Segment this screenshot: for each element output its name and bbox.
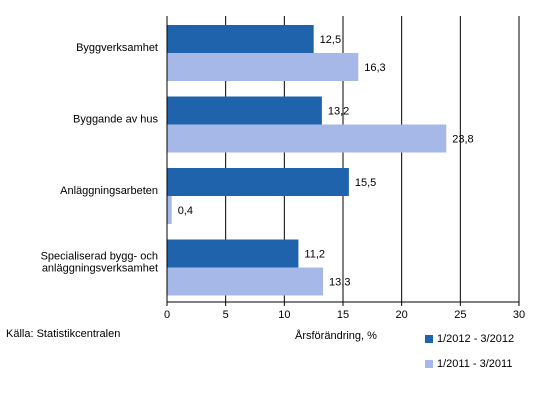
value-label: 0,4 — [178, 205, 193, 217]
value-label: 13,2 — [328, 106, 349, 118]
x-tick-label: 10 — [278, 309, 290, 321]
x-tick-label: 15 — [337, 309, 349, 321]
x-tick-label: 5 — [223, 309, 229, 321]
legend-swatch-2012 — [425, 335, 433, 343]
legend-item-2012: 1/2012 - 3/2012 — [425, 333, 514, 345]
bar-2012 — [167, 168, 349, 196]
bar-2012 — [167, 96, 322, 125]
bars — [167, 25, 447, 296]
x-tick-label: 20 — [396, 309, 408, 321]
source-note: Källa: Statistikcentralen — [6, 328, 121, 340]
bar-2011 — [167, 267, 324, 296]
legend-item-2011: 1/2011 - 3/2011 — [425, 358, 512, 370]
legend-label-2012: 1/2012 - 3/2012 — [437, 333, 515, 345]
x-axis: 0 5 10 15 20 25 30 — [164, 16, 525, 321]
value-labels: 12,5 16,3 13,2 23,8 15,5 0,4 11,2 13,3 — [178, 34, 474, 289]
bar-2011 — [167, 196, 172, 224]
category-label: Anläggningsarbeten — [60, 185, 158, 197]
value-label: 12,5 — [320, 34, 341, 46]
category-label: Specialiserad bygg- och — [41, 251, 158, 263]
value-label: 23,8 — [452, 134, 473, 146]
category-label: Byggande av hus — [73, 114, 159, 126]
category-labels: Byggverksamhet Byggande av hus Anläggnings… — [41, 42, 159, 275]
value-label: 13,3 — [329, 277, 350, 289]
legend-label-2011: 1/2011 - 3/2011 — [437, 358, 513, 370]
x-axis-title: Årsförändring, % — [295, 329, 377, 342]
bar-2012 — [167, 25, 314, 53]
value-label: 11,2 — [304, 249, 325, 261]
x-tick-label: 30 — [513, 309, 525, 321]
legend-swatch-2011 — [425, 360, 433, 368]
value-label: 16,3 — [364, 62, 385, 74]
value-label: 15,5 — [355, 177, 376, 189]
bar-2011 — [167, 53, 359, 81]
x-tick-label: 0 — [164, 309, 170, 321]
category-label: anläggningsverksamhet — [42, 263, 158, 275]
category-label: Byggverksamhet — [76, 42, 158, 54]
x-tick-label: 25 — [454, 309, 466, 321]
bar-2011 — [167, 124, 447, 153]
bar-2012 — [167, 239, 299, 268]
